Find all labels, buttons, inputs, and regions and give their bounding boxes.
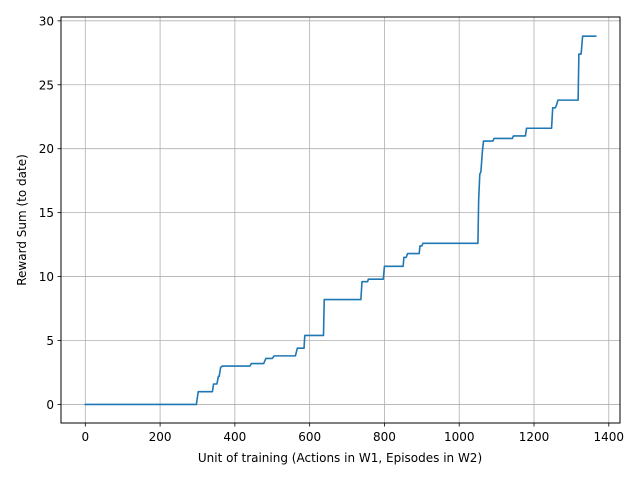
y-tick-label: 5 <box>46 334 54 348</box>
y-ticks: 0 5 10 15 20 25 30 <box>39 14 61 412</box>
y-tick-label: 15 <box>39 206 54 220</box>
y-tick-label: 0 <box>46 398 54 412</box>
reward-sum-line <box>84 35 597 406</box>
x-tick-label: 800 <box>373 430 396 444</box>
y-tick-label: 30 <box>39 14 54 28</box>
x-ticks: 0 200 400 600 800 1000 1200 1400 <box>81 423 624 444</box>
y-tick-label: 20 <box>39 142 54 156</box>
y-tick-label: 10 <box>39 270 54 284</box>
x-tick-label: 0 <box>81 430 89 444</box>
x-tick-label: 1200 <box>519 430 550 444</box>
x-tick-label: 1400 <box>594 430 625 444</box>
x-axis-label: Unit of training (Actions in W1, Episode… <box>198 451 482 465</box>
y-tick-label: 25 <box>39 78 54 92</box>
x-tick-label: 200 <box>149 430 172 444</box>
x-tick-label: 1000 <box>444 430 475 444</box>
x-tick-label: 400 <box>223 430 246 444</box>
grid <box>61 17 620 423</box>
axes-frame <box>60 16 621 424</box>
y-axis-label: Reward Sum (to date) <box>15 154 29 286</box>
x-tick-label: 600 <box>298 430 321 444</box>
plot-line-group <box>84 35 597 406</box>
